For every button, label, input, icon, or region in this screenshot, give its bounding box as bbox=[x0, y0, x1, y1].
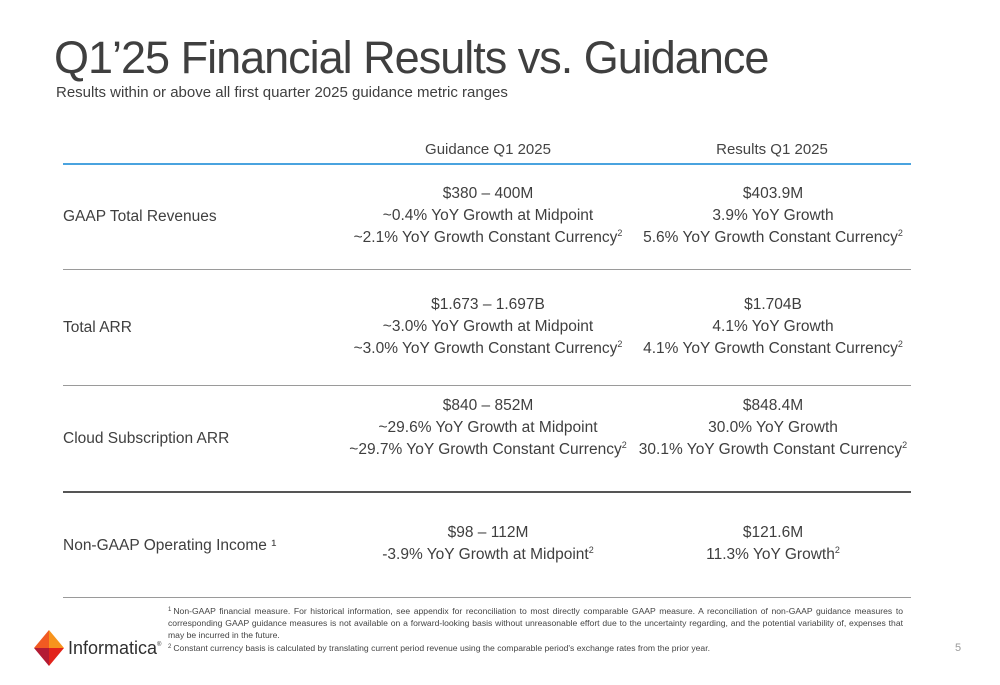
results-cell: $121.6M 11.3% YoY Growth2 bbox=[628, 522, 918, 566]
results-line: 4.1% YoY Growth bbox=[712, 318, 834, 335]
footnote-ref: 2 bbox=[588, 545, 594, 555]
footnote-text: Non-GAAP financial measure. For historic… bbox=[168, 606, 903, 640]
results-line: $1.704B bbox=[744, 296, 802, 313]
results-line: 30.1% YoY Growth Constant Currency bbox=[638, 441, 903, 458]
footnote-marker: 2 bbox=[168, 644, 172, 650]
results-column-header: Results Q1 2025 bbox=[716, 141, 828, 158]
logo-wordmark: Informatica® bbox=[68, 638, 161, 659]
guidance-line: ~0.4% YoY Growth at Midpoint bbox=[382, 207, 594, 224]
table-row: Non-GAAP Operating Income ¹ $98 – 112M -… bbox=[63, 522, 911, 582]
guidance-cell: $840 – 852M ~29.6% YoY Growth at Midpoin… bbox=[343, 395, 633, 461]
footnote-ref: 2 bbox=[621, 440, 627, 450]
results-cell: $403.9M 3.9% YoY Growth 5.6% YoY Growth … bbox=[628, 183, 918, 249]
results-line: $848.4M bbox=[742, 397, 804, 414]
results-line: $121.6M bbox=[742, 524, 804, 541]
guidance-line: ~2.1% YoY Growth Constant Currency bbox=[353, 229, 618, 246]
row-label: Total ARR bbox=[63, 319, 132, 336]
slide-subtitle: Results within or above all first quarte… bbox=[56, 84, 508, 101]
table-row: GAAP Total Revenues $380 – 400M ~0.4% Yo… bbox=[63, 183, 911, 269]
footnote-ref: 2 bbox=[617, 339, 623, 349]
guidance-cell: $98 – 112M -3.9% YoY Growth at Midpoint2 bbox=[343, 522, 633, 566]
guidance-column-header: Guidance Q1 2025 bbox=[425, 141, 551, 158]
row-divider bbox=[63, 385, 911, 386]
row-divider bbox=[63, 269, 911, 270]
guidance-line: ~29.7% YoY Growth Constant Currency bbox=[349, 441, 622, 458]
slide-title: Q1’25 Financial Results vs. Guidance bbox=[54, 32, 769, 83]
row-label: GAAP Total Revenues bbox=[63, 208, 217, 225]
row-divider bbox=[63, 491, 911, 493]
footnote-ref: 2 bbox=[897, 228, 903, 238]
informatica-diamond-icon bbox=[34, 630, 64, 666]
guidance-line: $840 – 852M bbox=[442, 397, 534, 414]
footnote-marker: 1 bbox=[168, 607, 172, 613]
footnote-2: 2 Constant currency basis is calculated b… bbox=[168, 641, 903, 654]
results-line: 4.1% YoY Growth Constant Currency bbox=[643, 340, 898, 357]
footnote-ref: 2 bbox=[617, 228, 623, 238]
footnote-ref: 2 bbox=[834, 545, 840, 555]
guidance-line: ~3.0% YoY Growth at Midpoint bbox=[382, 318, 594, 335]
guidance-line: $98 – 112M bbox=[447, 524, 529, 541]
footnote-ref: 2 bbox=[902, 440, 908, 450]
footnotes: 1 Non-GAAP financial measure. For histori… bbox=[168, 604, 903, 654]
results-cell: $1.704B 4.1% YoY Growth 4.1% YoY Growth … bbox=[628, 294, 918, 360]
footnote-text: Constant currency basis is calculated by… bbox=[173, 643, 710, 653]
guidance-line: ~3.0% YoY Growth Constant Currency bbox=[353, 340, 618, 357]
results-line: 5.6% YoY Growth Constant Currency bbox=[643, 229, 898, 246]
row-label: Cloud Subscription ARR bbox=[63, 430, 230, 447]
footnote-1: 1 Non-GAAP financial measure. For histori… bbox=[168, 604, 903, 641]
guidance-line: $380 – 400M bbox=[442, 185, 534, 202]
results-line: 11.3% YoY Growth bbox=[706, 546, 835, 563]
page-number: 5 bbox=[955, 642, 962, 654]
results-cell: $848.4M 30.0% YoY Growth 30.1% YoY Growt… bbox=[628, 395, 918, 461]
guidance-cell: $1.673 – 1.697B ~3.0% YoY Growth at Midp… bbox=[343, 294, 633, 360]
results-line: $403.9M bbox=[742, 185, 804, 202]
logo-name: Informatica bbox=[68, 637, 158, 658]
informatica-logo: Informatica® bbox=[34, 630, 161, 666]
guidance-line: -3.9% YoY Growth at Midpoint bbox=[382, 546, 589, 563]
table-row: Cloud Subscription ARR $840 – 852M ~29.6… bbox=[63, 395, 911, 491]
footnote-ref: 2 bbox=[897, 339, 903, 349]
row-divider bbox=[63, 597, 911, 598]
registered-mark: ® bbox=[157, 641, 162, 648]
guidance-line: ~29.6% YoY Growth at Midpoint bbox=[378, 419, 598, 436]
table-row: Total ARR $1.673 – 1.697B ~3.0% YoY Grow… bbox=[63, 294, 911, 386]
guidance-line: $1.673 – 1.697B bbox=[431, 296, 545, 313]
guidance-cell: $380 – 400M ~0.4% YoY Growth at Midpoint… bbox=[343, 183, 633, 249]
row-label: Non-GAAP Operating Income ¹ bbox=[63, 537, 277, 554]
results-line: 3.9% YoY Growth bbox=[712, 207, 834, 224]
header-divider bbox=[63, 163, 911, 165]
results-line: 30.0% YoY Growth bbox=[708, 419, 838, 436]
